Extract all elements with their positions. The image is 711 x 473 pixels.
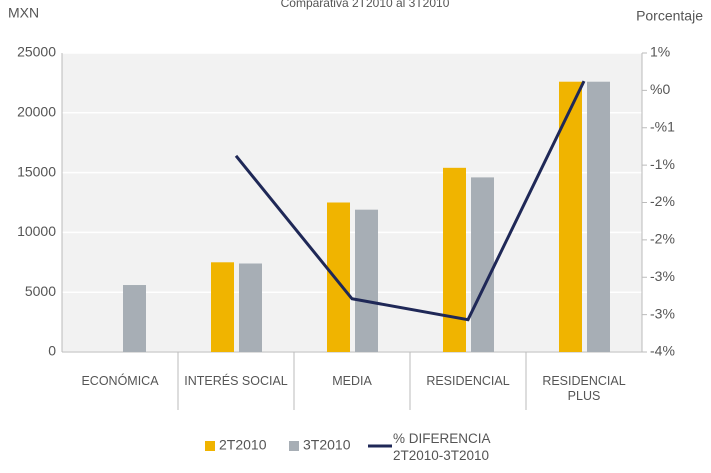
- y2-tick-label: -3%: [650, 268, 675, 284]
- y-tick-label: 20000: [17, 104, 56, 120]
- legend-label: 3T2010: [303, 437, 351, 453]
- y2-tick-label: -2%: [650, 193, 675, 209]
- legend-label: 2T2010: [219, 437, 267, 453]
- bar: [239, 263, 262, 352]
- bar: [355, 209, 378, 352]
- y2-tick-label: -1%: [650, 156, 675, 172]
- y-tick-label: 15000: [17, 163, 56, 179]
- x-tick-label: INTERÉS SOCIAL: [184, 374, 288, 388]
- y2-tick-label: -4%: [650, 343, 675, 359]
- legend-swatch: [205, 441, 215, 451]
- y-tick-label: 5000: [25, 283, 56, 299]
- y-axis-label: MXN: [8, 5, 39, 21]
- bar: [327, 202, 350, 352]
- y2-tick-label: -%1: [650, 118, 675, 134]
- y-tick-label: 25000: [17, 44, 56, 60]
- plot-area: [62, 53, 642, 352]
- y2-tick-label: -2%: [650, 231, 675, 247]
- y2-tick-label: %0: [650, 81, 670, 97]
- y-tick-label: 0: [48, 343, 56, 359]
- bar: [123, 285, 146, 352]
- legend-swatch: [289, 441, 299, 451]
- bar: [211, 262, 234, 352]
- y-tick-label: 10000: [17, 223, 56, 239]
- x-tick-label: MEDIA: [332, 374, 372, 388]
- x-tick-label: RESIDENCIAL: [426, 374, 510, 388]
- x-tick-label: ECONÓMICA: [81, 374, 159, 388]
- bar: [443, 167, 466, 352]
- legend-label: % DIFERENCIA 2T2010-3T2010: [393, 431, 490, 463]
- bar: [587, 81, 610, 352]
- bar: [559, 81, 582, 352]
- y2-tick-label: 1%: [650, 44, 670, 60]
- chart-title: Comparativa 2T2010 al 3T2010: [281, 0, 450, 10]
- line-series: [234, 80, 586, 322]
- bar: [471, 177, 494, 352]
- y2-axis-label: Porcentaje: [636, 8, 703, 24]
- x-tick-label: RESIDENCIAL PLUS: [542, 374, 626, 403]
- y2-tick-label: -3%: [650, 305, 675, 321]
